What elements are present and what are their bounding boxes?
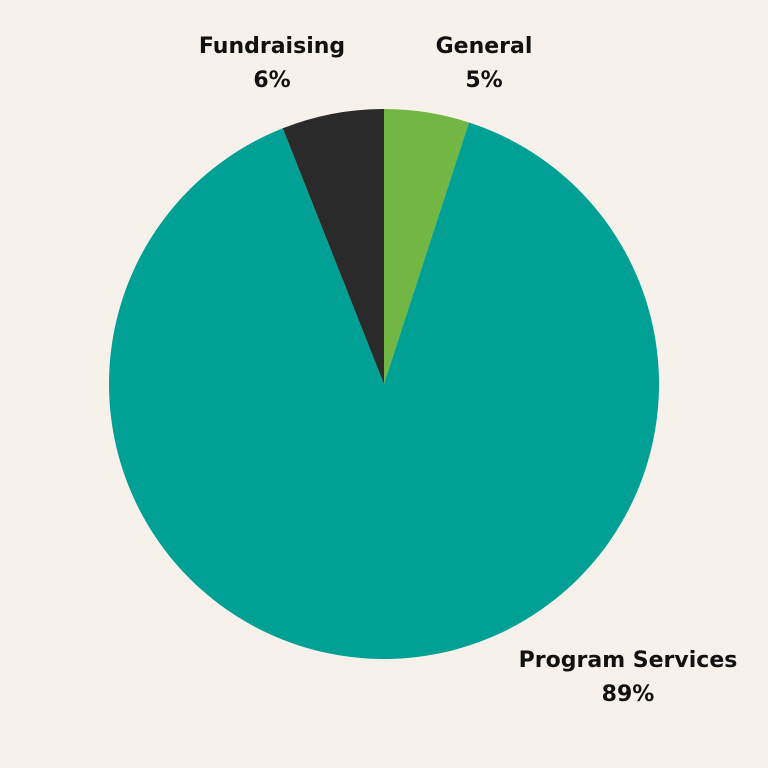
slice-label-general: General 5% xyxy=(436,30,533,98)
pie-slice-program-services xyxy=(108,122,659,660)
slice-label-program-services-name: Program Services xyxy=(518,648,738,673)
pie-slice-general xyxy=(384,109,469,384)
pie-slice-fundraising xyxy=(282,109,384,384)
slice-label-general-name: General xyxy=(435,34,533,59)
slice-label-fundraising-value: 6% xyxy=(253,68,291,93)
slice-label-fundraising-name: Fundraising xyxy=(198,34,346,59)
slice-label-program-services-value: 89% xyxy=(601,682,655,707)
slice-label-fundraising: Fundraising 6% xyxy=(199,30,345,98)
slice-label-general-value: 5% xyxy=(465,68,503,93)
slice-label-program-services: Program Services 89% xyxy=(519,644,738,712)
